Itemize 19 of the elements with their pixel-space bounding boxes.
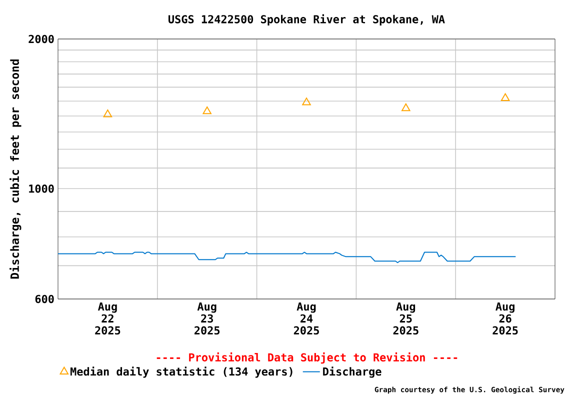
point bbox=[500, 93, 510, 101]
y-tick-label: 2000 bbox=[28, 34, 54, 44]
text: ---- Provisional Data Subject to Revision ---- bbox=[156, 352, 458, 364]
point bbox=[103, 109, 112, 118]
legend-label: Median daily statistic (134 years) bbox=[70, 366, 292, 378]
legend-label: Discharge bbox=[323, 366, 382, 378]
y-tick-label: 1000 bbox=[29, 184, 54, 193]
x-tick-label: Aug 25 2025 bbox=[393, 302, 418, 335]
point bbox=[302, 98, 311, 106]
point bbox=[402, 103, 410, 112]
y-axis-title: Discharge, cubic feet per second bbox=[10, 59, 22, 279]
chart-title: USGS 12422500 Spokane River at Spokane, WA bbox=[168, 14, 445, 26]
x-tick-label: Aug 24 2025 bbox=[294, 302, 319, 335]
y-tick-label: 600 bbox=[35, 294, 54, 304]
x-tick-label: Aug 22 2025 bbox=[95, 302, 120, 335]
point bbox=[202, 106, 212, 114]
x-tick-label: Aug 26 2025 bbox=[492, 302, 518, 335]
x-tick-label: Aug 23 2025 bbox=[194, 302, 220, 335]
line-series bbox=[58, 252, 516, 264]
